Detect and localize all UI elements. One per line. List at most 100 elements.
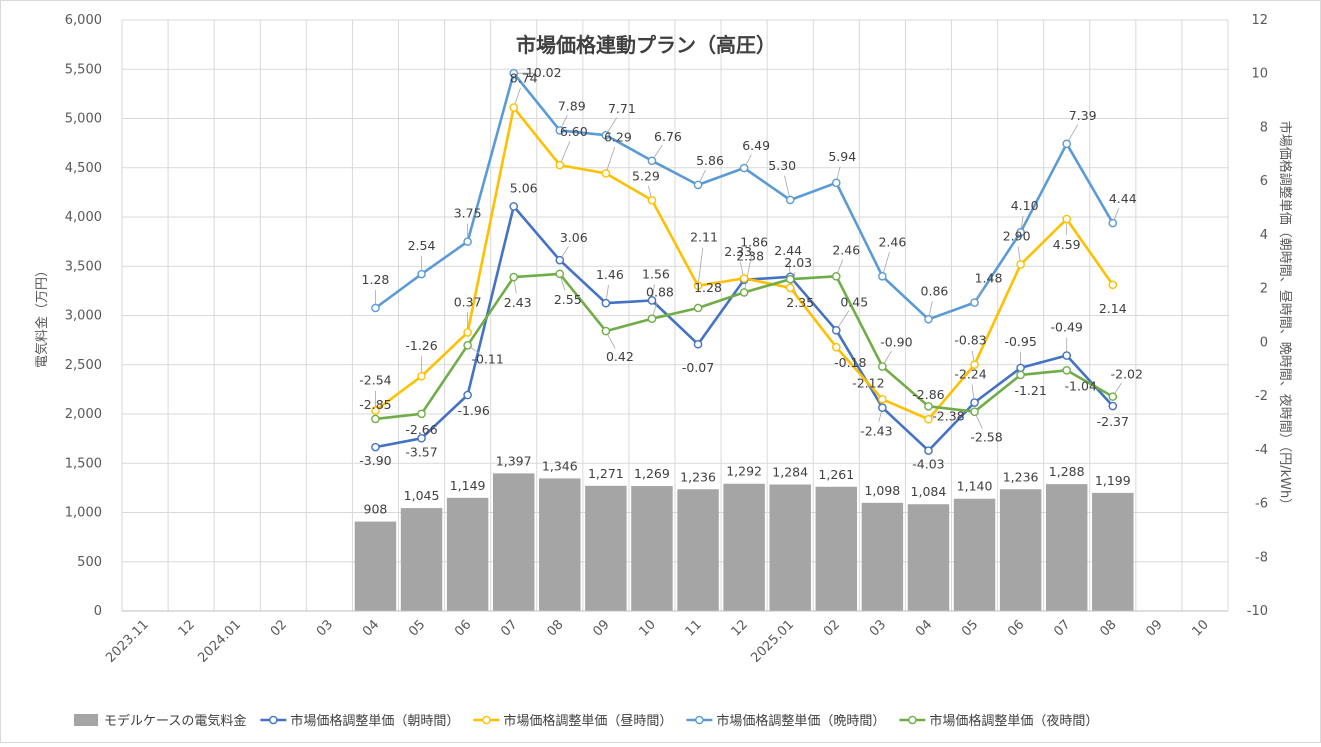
- legend-swatch-marker: [482, 715, 491, 725]
- series-marker: [1016, 260, 1025, 269]
- series-marker: [1016, 363, 1025, 373]
- series-marker: [970, 360, 979, 369]
- legend-swatch-marker: [269, 715, 278, 725]
- left-axis-tick-label: 4,500: [65, 161, 102, 176]
- left-axis-tick-label: 4,000: [65, 210, 102, 225]
- bar: [723, 483, 765, 611]
- series-marker: [647, 296, 657, 305]
- series-marker: [509, 202, 519, 211]
- series-marker: [924, 446, 933, 455]
- series-marker: [831, 325, 841, 335]
- line-data-label: 2.38: [736, 248, 764, 263]
- data-labels: 908 1,045 1,149 1,397 1,346 1,271 1,269 1,236 1,…: [359, 65, 1143, 516]
- series-marker: [463, 341, 472, 350]
- line-data-label: 2.46: [878, 234, 906, 249]
- series-marker: [924, 401, 933, 411]
- line-data-label: -0.49: [1051, 320, 1083, 335]
- series-marker: [831, 342, 841, 352]
- line-data-label: 5.30: [768, 158, 796, 173]
- left-axis-tick-label: 2,000: [65, 407, 102, 422]
- bar: [354, 521, 397, 611]
- line-data-label: -1.04: [1065, 378, 1097, 393]
- right-axis-title: 市場価格調整単価（朝時間、昼時間、晩時間、夜時間）（円/kWh）: [1277, 121, 1293, 512]
- legend-label: 市場価格調整単価（晩時間）: [716, 713, 885, 729]
- right-axis-tick-label: 2: [1260, 282, 1268, 297]
- label-leader-line: [697, 247, 704, 286]
- bar-data-label: 1,236: [680, 469, 716, 484]
- line-data-label: 4.59: [1053, 237, 1081, 252]
- series-marker: [739, 163, 749, 173]
- bar: [539, 478, 581, 611]
- line-data-label: 0.88: [646, 285, 674, 300]
- series-marker: [878, 395, 887, 404]
- series-marker: [878, 362, 887, 371]
- left-axis-tick-label: 2,500: [65, 358, 102, 373]
- legend-swatch-marker: [695, 715, 704, 725]
- series-marker: [601, 326, 611, 336]
- line-data-label: -2.37: [1097, 414, 1129, 429]
- line-data-label: 4.10: [1011, 198, 1039, 213]
- bar: [446, 497, 489, 611]
- bar-data-label: 1,269: [634, 466, 670, 481]
- line-data-label: 1.46: [596, 267, 624, 282]
- line-data-label: 1.28: [694, 280, 722, 295]
- series-marker: [601, 169, 611, 178]
- line-data-label: 2.43: [504, 295, 532, 310]
- line-data-label: 5.86: [696, 153, 724, 168]
- right-axis-tick-label: -10: [1247, 604, 1268, 619]
- line-data-label: -2.58: [970, 430, 1002, 445]
- series-marker: [463, 237, 472, 246]
- series-marker: [1062, 351, 1072, 360]
- series-marker: [371, 406, 380, 415]
- series-marker: [371, 414, 380, 424]
- line-data-label: -2.66: [405, 422, 437, 437]
- line-data-label: -4.03: [912, 457, 944, 472]
- line-data-label: 4.44: [1109, 191, 1137, 206]
- line-data-label: 1.28: [362, 272, 390, 287]
- line-data-label: 2.11: [690, 230, 718, 245]
- line-data-label: 6.60: [560, 124, 588, 139]
- line-data-label: 0.37: [454, 294, 482, 309]
- series-marker: [647, 156, 657, 166]
- line-data-label: 2.90: [1003, 228, 1031, 243]
- series-marker: [924, 414, 933, 424]
- series-marker: [417, 371, 426, 381]
- line-data-label: -0.95: [1004, 334, 1036, 349]
- bar-data-label: 1,084: [911, 484, 947, 499]
- line-data-label: -2.43: [860, 424, 892, 439]
- series-marker: [1062, 214, 1072, 224]
- legend-swatch-bar: [74, 714, 98, 726]
- label-leader-line: [605, 146, 616, 174]
- series-marker: [1108, 401, 1118, 411]
- line-data-label: 5.29: [632, 168, 660, 183]
- line-data-label: -0.18: [834, 355, 866, 370]
- bar: [631, 486, 673, 611]
- bar-data-label: 1,236: [1003, 469, 1039, 484]
- line-data-label: 3.06: [560, 230, 588, 245]
- line-data-label: -2.86: [912, 387, 944, 402]
- bar-data-label: 908: [364, 502, 388, 517]
- series-marker: [509, 103, 519, 112]
- series-marker: [1016, 370, 1025, 380]
- line-data-label: 2.46: [832, 242, 860, 257]
- line-data-label: -1.26: [405, 338, 437, 353]
- bar: [1092, 492, 1134, 611]
- line-data-label: 2.14: [1099, 301, 1127, 316]
- line-data-label: -0.90: [880, 335, 912, 350]
- line-data-label: 1.86: [740, 234, 768, 249]
- left-axis-tick-label: 6,000: [65, 13, 102, 28]
- series-marker: [878, 403, 887, 412]
- bar: [1045, 484, 1088, 611]
- line-data-label: -0.07: [682, 360, 714, 375]
- chart-title: 市場価格連動プラン（高圧）: [516, 33, 776, 57]
- series-marker: [371, 303, 380, 313]
- series-marker: [878, 271, 887, 281]
- series-marker: [601, 130, 611, 140]
- series-marker: [924, 314, 933, 324]
- line-data-label: -0.11: [471, 351, 503, 366]
- bar-data-label: 1,271: [588, 466, 624, 481]
- series-marker: [831, 178, 841, 188]
- line-data-label: -3.57: [405, 444, 437, 459]
